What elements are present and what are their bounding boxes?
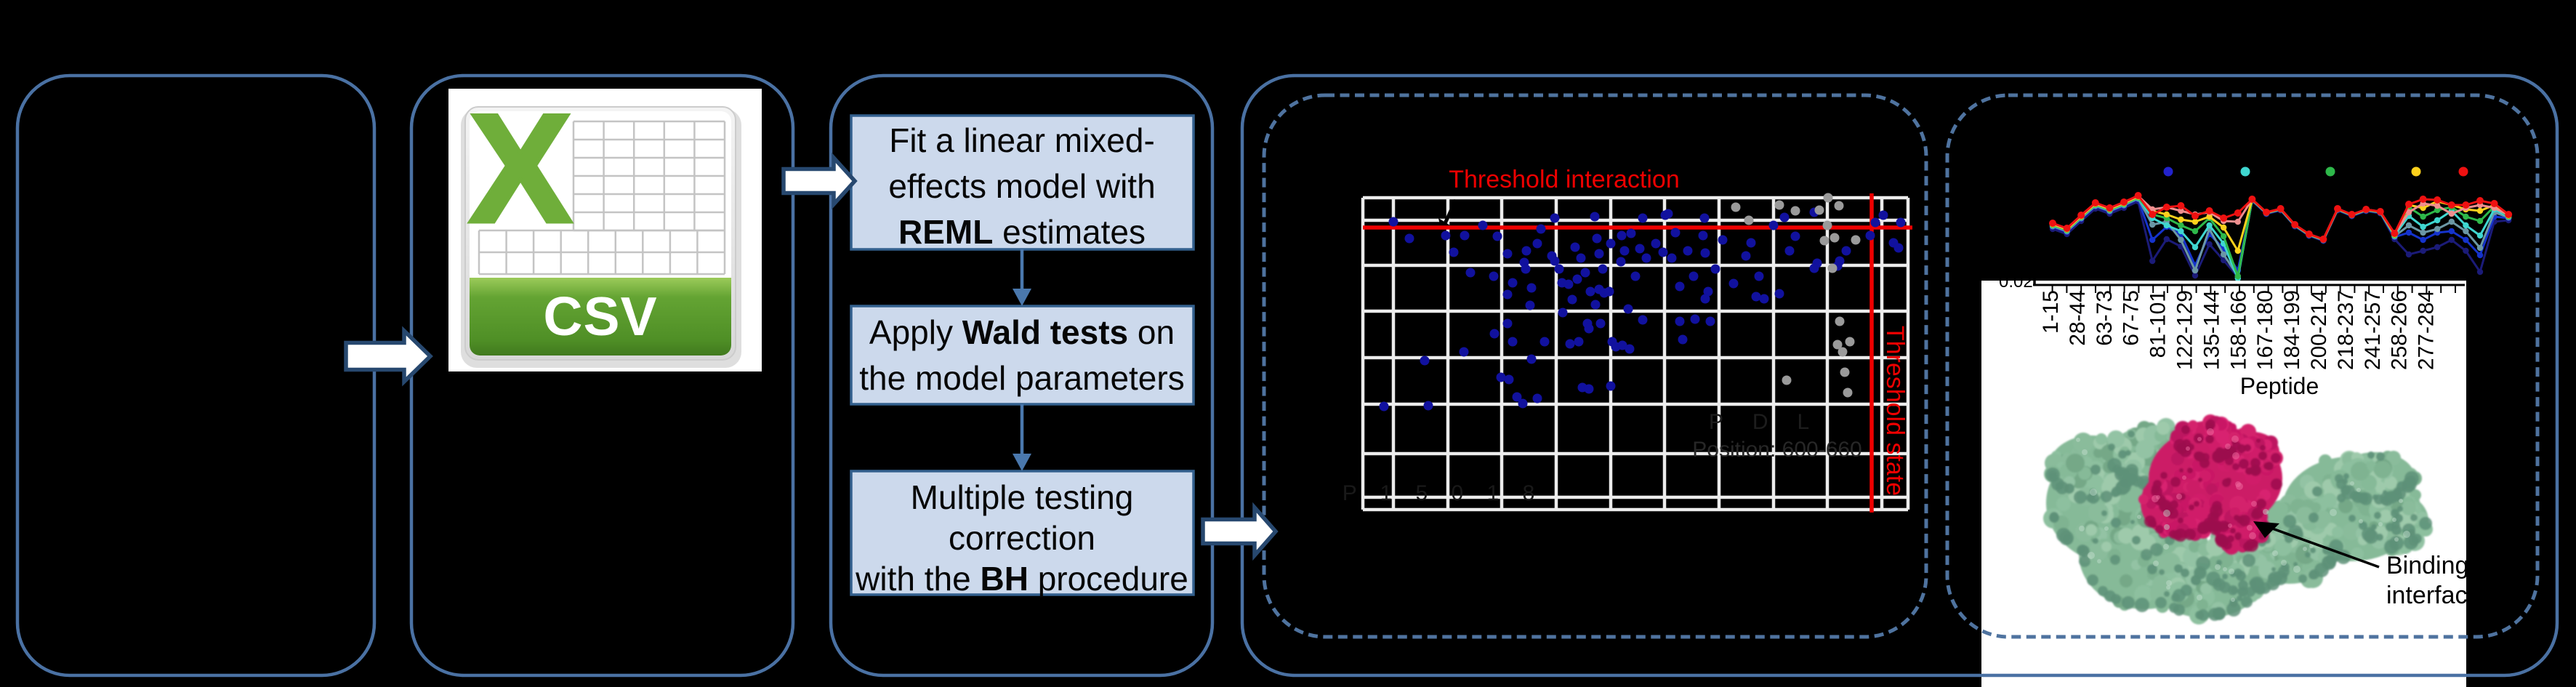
svg-text:67-75: 67-75 [2120,290,2144,346]
svg-text:with the BH procedure: with the BH procedure [855,560,1188,598]
svg-text:P 1 5 0 1 8: P 1 5 0 1 8 [1343,481,1544,505]
svg-text:Fit a linear mixed-: Fit a linear mixed- [889,121,1155,159]
svg-text:167-180: 167-180 [2253,290,2277,370]
svg-text:81-101: 81-101 [2146,290,2170,358]
svg-text:28-44: 28-44 [2066,290,2090,346]
svg-text:X: X [469,82,572,255]
svg-text:277-284: 277-284 [2415,290,2439,370]
svg-text:PDL: PDL [1709,410,1838,434]
svg-text:interface: interface [2386,582,2481,609]
svg-text:122-129: 122-129 [2173,290,2197,370]
svg-text:258-266: 258-266 [2388,290,2412,370]
svg-text:correction: correction [949,519,1095,557]
svg-text:Apply Wald tests on: Apply Wald tests on [869,313,1175,351]
svg-text:200-214: 200-214 [2307,290,2331,370]
svg-text:Peptide: Peptide [2240,373,2319,399]
svg-text:0.02: 0.02 [1999,272,2033,292]
svg-text:REML estimates: REML estimates [898,213,1146,251]
svg-text:218-237: 218-237 [2334,290,2358,370]
svg-text:1-15: 1-15 [2039,290,2063,334]
svg-text:158-166: 158-166 [2226,290,2250,370]
svg-text:Threshold interaction: Threshold interaction [1449,166,1680,193]
svg-text:CSV: CSV [543,286,657,347]
svg-text:135-144: 135-144 [2199,290,2223,370]
svg-text:Binding: Binding [2386,552,2468,579]
svg-text:184-199: 184-199 [2280,290,2304,370]
svg-text:63-73: 63-73 [2093,290,2117,346]
svg-text:the model parameters: the model parameters [859,359,1184,397]
svg-text:Threshold state: Threshold state [1881,326,1909,496]
svg-text:241-257: 241-257 [2361,290,2385,370]
svg-text:Position: 600-660: Position: 600-660 [1692,438,1862,462]
svg-text:Multiple testing: Multiple testing [911,478,1134,516]
svg-text:effects model with: effects model with [888,167,1155,205]
